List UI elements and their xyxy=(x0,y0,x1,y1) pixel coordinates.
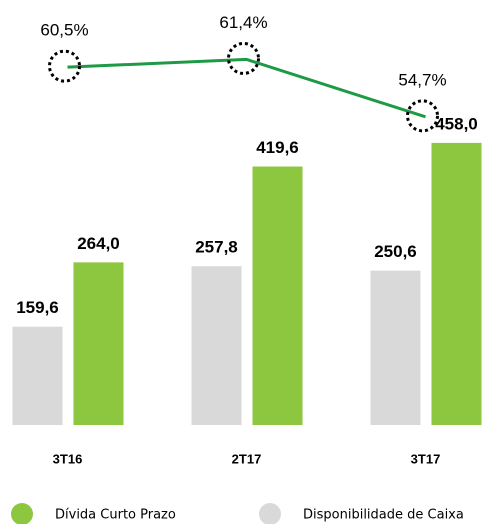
value-label: 264,0 xyxy=(77,234,120,253)
value-label: 419,6 xyxy=(256,138,299,157)
x-tick-label: 2T17 xyxy=(232,451,262,466)
value-label: 257,8 xyxy=(195,238,238,257)
value-label: 60,5% xyxy=(40,21,88,40)
x-tick-label: 3T17 xyxy=(411,451,441,466)
bar xyxy=(252,166,303,425)
value-label: 458,0 xyxy=(435,114,478,133)
value-label: 250,6 xyxy=(374,242,417,261)
bar xyxy=(431,142,482,425)
bar xyxy=(12,326,63,425)
line xyxy=(67,57,426,119)
value-label: 54,7% xyxy=(398,70,446,89)
point-marker xyxy=(48,49,81,83)
x-tick-label: 3T16 xyxy=(53,451,83,466)
value-label: 159,6 xyxy=(16,298,59,317)
value-label: 61,4% xyxy=(219,13,267,32)
bar xyxy=(73,262,124,425)
legend-label: Disponibilidade de Caixa xyxy=(303,508,464,523)
legend-swatch xyxy=(11,503,33,524)
legend-label: Dívida Curto Prazo xyxy=(55,508,176,523)
bar xyxy=(370,270,421,425)
legend-swatch xyxy=(259,503,281,524)
bar xyxy=(191,266,242,425)
